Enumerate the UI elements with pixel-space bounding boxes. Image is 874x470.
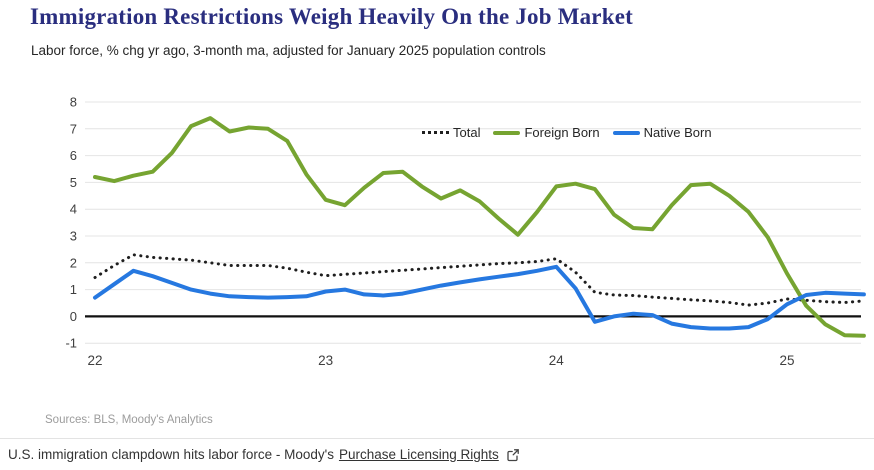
svg-text:2: 2	[70, 255, 77, 270]
svg-text:3: 3	[70, 229, 77, 244]
total-line-swatch-icon	[422, 131, 449, 134]
svg-text:0: 0	[70, 309, 77, 324]
external-link-icon[interactable]	[506, 448, 520, 462]
legend-label-foreign-born: Foreign Born	[524, 125, 600, 140]
svg-text:1: 1	[70, 282, 77, 297]
svg-text:23: 23	[318, 353, 333, 368]
legend-item-foreign-born: Foreign Born	[493, 125, 600, 140]
series-line-foreign-born	[93, 116, 866, 338]
svg-text:24: 24	[549, 353, 565, 368]
caption-bar: U.S. immigration clampdown hits labor fo…	[0, 438, 874, 470]
legend-item-total: Total	[422, 125, 480, 140]
legend-item-native-born: Native Born	[612, 125, 712, 140]
chart-legend: Total Foreign Born Native Born	[422, 125, 712, 140]
series-line-native-born	[93, 264, 866, 331]
chart-title: Immigration Restrictions Weigh Heavily O…	[30, 4, 633, 29]
svg-text:8: 8	[70, 95, 77, 110]
svg-text:-1: -1	[65, 336, 77, 351]
native-born-line-swatch-icon	[612, 130, 640, 135]
caption-text: U.S. immigration clampdown hits labor fo…	[8, 447, 334, 462]
y-axis-labels: 8 7 6 5 4 3 2 1 0 -1	[65, 95, 77, 351]
chart-subtitle: Labor force, % chg yr ago, 3-month ma, a…	[31, 43, 546, 58]
legend-label-native-born: Native Born	[643, 125, 712, 140]
purchase-licensing-rights-link[interactable]: Purchase Licensing Rights	[338, 447, 499, 462]
series-line-total	[93, 253, 866, 307]
svg-text:7: 7	[70, 121, 77, 136]
legend-label-total: Total	[453, 125, 481, 140]
svg-text:22: 22	[87, 353, 102, 368]
svg-text:25: 25	[779, 353, 794, 368]
svg-text:5: 5	[70, 175, 77, 190]
chart-sources: Sources: BLS, Moody's Analytics	[45, 414, 213, 426]
foreign-born-line-swatch-icon	[493, 130, 521, 135]
svg-text:6: 6	[70, 148, 77, 163]
svg-text:4: 4	[70, 202, 77, 217]
x-axis-labels: 22 23 24 25	[87, 353, 794, 368]
gridlines	[85, 101, 861, 344]
